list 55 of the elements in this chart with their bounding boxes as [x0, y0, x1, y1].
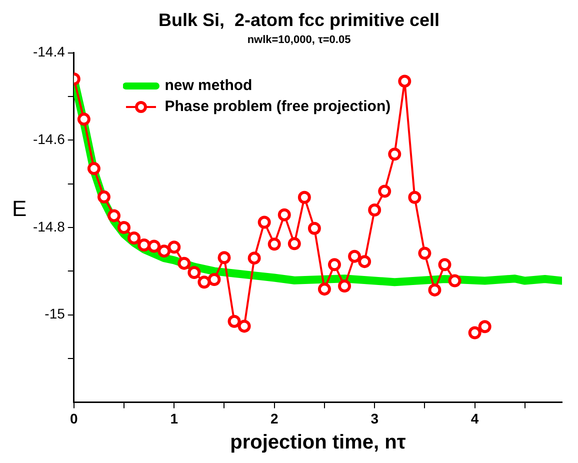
point	[228, 314, 241, 328]
y-axis-title: E	[12, 196, 27, 222]
point	[328, 258, 341, 272]
point	[448, 274, 462, 288]
point	[158, 244, 171, 258]
point	[87, 162, 100, 176]
x-tick-label: 2	[270, 410, 278, 426]
point	[348, 250, 362, 263]
x-axis-title: projection time, nτ	[230, 432, 406, 454]
point	[238, 320, 251, 333]
point	[258, 216, 271, 229]
point	[118, 221, 131, 234]
point	[358, 255, 372, 268]
point	[278, 208, 291, 222]
point	[478, 320, 492, 334]
y-tick-label: -14.6	[32, 131, 66, 148]
y-tick-label: -14.4	[32, 44, 66, 60]
point	[188, 266, 201, 279]
point	[138, 238, 151, 252]
x-tick-label: 0	[70, 410, 78, 426]
point	[208, 272, 221, 286]
chart-subtitle: nwlk=10,000, τ=0.05	[247, 34, 351, 46]
point	[318, 282, 331, 296]
point	[128, 231, 141, 244]
point	[468, 326, 482, 340]
point	[77, 112, 90, 126]
point	[368, 204, 382, 217]
y-tick-label: -14.8	[32, 218, 66, 234]
point	[218, 251, 231, 264]
point	[338, 280, 352, 293]
legend-label: Phase problem (free projection)	[164, 97, 391, 118]
point	[428, 283, 442, 296]
point	[408, 190, 422, 204]
point	[288, 237, 301, 250]
y-tick-label: -15	[44, 306, 66, 322]
point	[268, 238, 281, 251]
point	[148, 240, 161, 253]
point	[308, 222, 321, 235]
point	[438, 258, 452, 272]
point	[298, 190, 311, 204]
point	[168, 240, 181, 254]
point	[198, 276, 211, 289]
chart-title: Bulk Si, 2-atom fcc primitive cell	[158, 10, 440, 30]
point	[97, 190, 110, 204]
x-tick-label: 4	[470, 410, 479, 426]
point	[388, 148, 402, 161]
point	[398, 74, 412, 88]
legend-label: new method	[164, 76, 252, 96]
x-tick-label: 1	[170, 410, 178, 426]
point	[418, 246, 432, 260]
point	[248, 252, 261, 265]
point	[108, 209, 120, 222]
point	[178, 256, 191, 270]
point	[378, 184, 392, 198]
x-tick-label: 3	[370, 410, 379, 426]
